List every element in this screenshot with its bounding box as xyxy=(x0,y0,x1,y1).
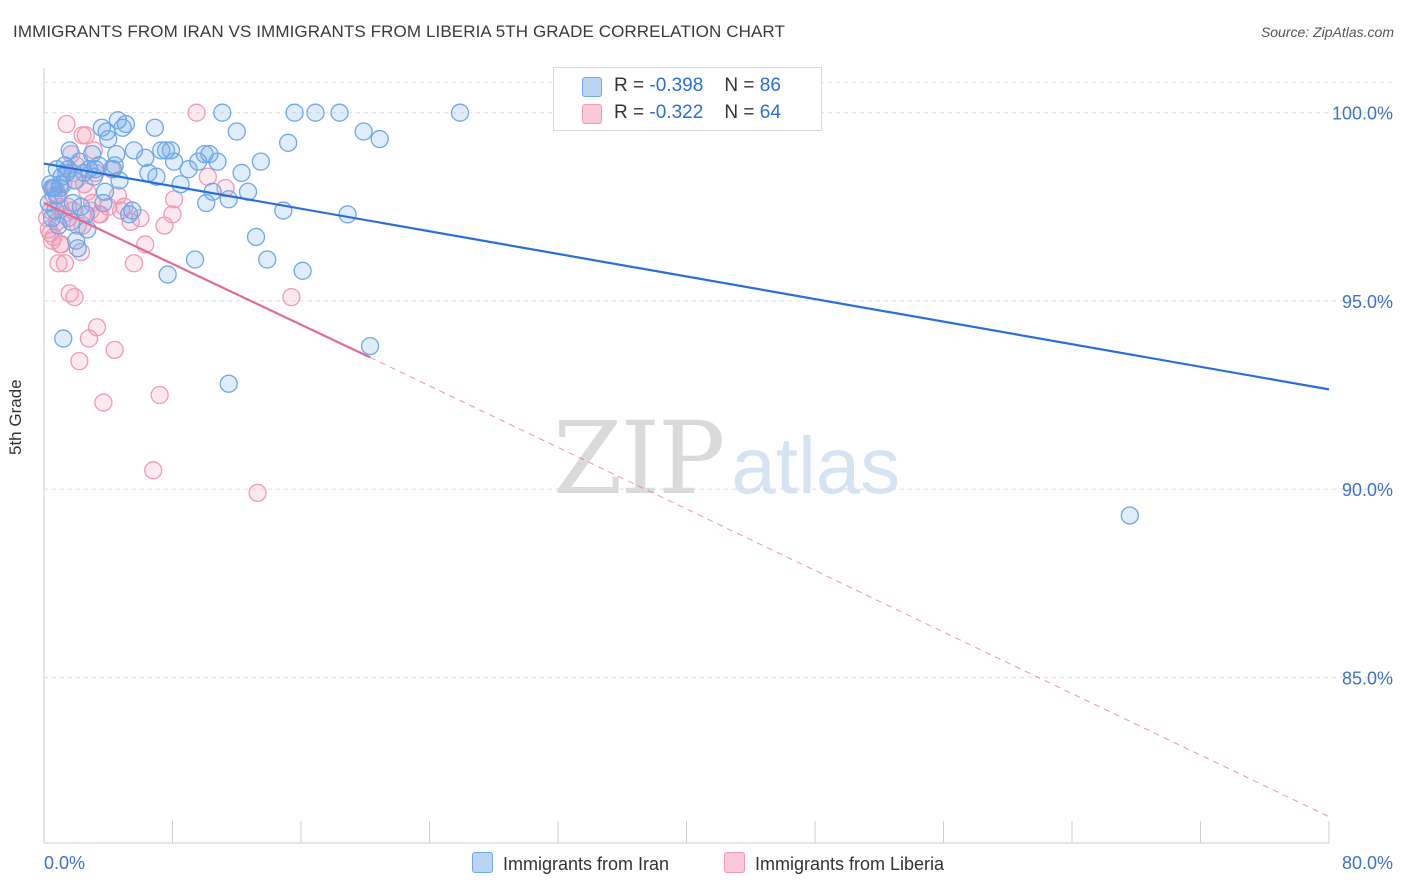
liberia-point xyxy=(70,352,89,371)
liberia-point xyxy=(150,385,169,405)
iran-point xyxy=(219,374,238,393)
iran-point xyxy=(123,201,142,220)
iran-point xyxy=(179,160,198,179)
liberia-point xyxy=(76,126,95,145)
iran-point xyxy=(107,144,126,164)
legend-liberia-r-label: R = xyxy=(614,102,645,123)
iran-point xyxy=(450,103,470,122)
iran-point xyxy=(258,250,277,269)
iran-point xyxy=(152,141,171,160)
bottom-legend-swatch-iran xyxy=(472,852,493,873)
iran-point xyxy=(94,193,113,213)
iran-point xyxy=(213,103,232,122)
legend-iran-r-label: R = xyxy=(614,75,645,96)
iran-point xyxy=(232,163,251,183)
iran-point xyxy=(164,152,184,171)
iran-point xyxy=(293,261,312,280)
bottom-legend-iran: Immigrants from Iran xyxy=(472,852,669,875)
y-axis-label: 5th Grade xyxy=(6,379,25,455)
y-tick-label: 95.0% xyxy=(1342,292,1393,312)
bottom-legend-liberia-label: Immigrants from Liberia xyxy=(755,854,945,874)
liberia-trend-line xyxy=(43,202,371,359)
watermark-atlas: atlas xyxy=(731,421,901,510)
iran-point xyxy=(354,122,373,141)
iran-point xyxy=(95,182,115,201)
chart-title: IMMIGRANTS FROM IRAN VS IMMIGRANTS FROM … xyxy=(13,22,785,41)
legend-liberia-n-label: N = xyxy=(724,102,755,123)
liberia-point xyxy=(89,205,108,224)
liberia-point xyxy=(144,461,163,480)
iran-point xyxy=(1120,506,1139,525)
y-tick-label: 90.0% xyxy=(1342,480,1393,500)
legend-swatch-liberia xyxy=(582,104,602,124)
iran-point xyxy=(50,178,70,198)
liberia-point xyxy=(94,393,113,412)
liberia-trend-extension xyxy=(369,356,1330,818)
iran-point xyxy=(124,141,144,160)
iran-point xyxy=(66,231,86,250)
bottom-legend-liberia: Immigrants from Liberia xyxy=(724,852,944,875)
x-tick-label-max: 80.0% xyxy=(1342,853,1393,873)
iran-point xyxy=(158,265,177,284)
iran-point xyxy=(145,118,164,137)
liberia-point xyxy=(65,288,84,307)
liberia-point xyxy=(282,288,301,307)
liberia-point xyxy=(164,190,184,209)
iran-point xyxy=(139,163,158,183)
iran-point xyxy=(65,171,84,190)
liberia-point xyxy=(78,182,97,201)
iran-point xyxy=(171,175,190,194)
liberia-point xyxy=(121,212,140,232)
source-label: Source: ZipAtlas.com xyxy=(1260,24,1394,40)
iran-point xyxy=(197,193,216,213)
legend-liberia-n-value: 64 xyxy=(759,102,781,123)
liberia-point xyxy=(49,254,68,273)
iran-point xyxy=(330,103,349,122)
liberia-point xyxy=(187,103,206,122)
liberia-point xyxy=(124,254,144,273)
iran-point xyxy=(116,114,136,134)
iran-point xyxy=(285,103,304,122)
iran-point xyxy=(338,205,357,224)
legend-iran-n-value: 86 xyxy=(759,75,781,96)
liberia-point xyxy=(163,205,182,224)
iran-point xyxy=(110,171,129,190)
liberia-point xyxy=(105,340,124,360)
iran-point xyxy=(68,239,87,258)
iran-point xyxy=(219,190,238,209)
bottom-legend-iran-label: Immigrants from Iran xyxy=(503,854,670,874)
iran-point xyxy=(99,129,118,149)
iran-point xyxy=(370,129,389,149)
iran-point xyxy=(161,141,181,160)
bottom-legend-swatch-liberia xyxy=(724,852,745,873)
iran-point xyxy=(54,329,73,348)
legend-liberia-r-value: -0.322 xyxy=(649,102,704,123)
iran-point xyxy=(278,133,298,152)
liberia-point xyxy=(87,318,107,337)
x-tick-label-min: 0.0% xyxy=(44,853,85,873)
legend-swatch-iran xyxy=(582,77,602,97)
liberia-point xyxy=(57,114,76,134)
iran-point xyxy=(306,103,325,122)
stats-legend: R = -0.398 N = 86 R = -0.322 N = 64 xyxy=(553,67,822,131)
iran-trend-line xyxy=(43,162,1330,391)
iran-point xyxy=(227,122,246,141)
iran-point xyxy=(246,227,266,247)
iran-point xyxy=(208,152,227,171)
legend-iran-r-value: -0.398 xyxy=(649,75,704,96)
y-tick-label: 85.0% xyxy=(1342,668,1393,688)
legend-iran-n-label: N = xyxy=(724,75,755,96)
liberia-point xyxy=(55,254,75,273)
y-tick-label: 100.0% xyxy=(1332,104,1393,124)
iran-point xyxy=(251,152,270,171)
iran-point xyxy=(185,250,205,269)
liberia-point xyxy=(248,483,267,503)
liberia-point xyxy=(198,167,217,186)
iran-point xyxy=(360,336,380,356)
